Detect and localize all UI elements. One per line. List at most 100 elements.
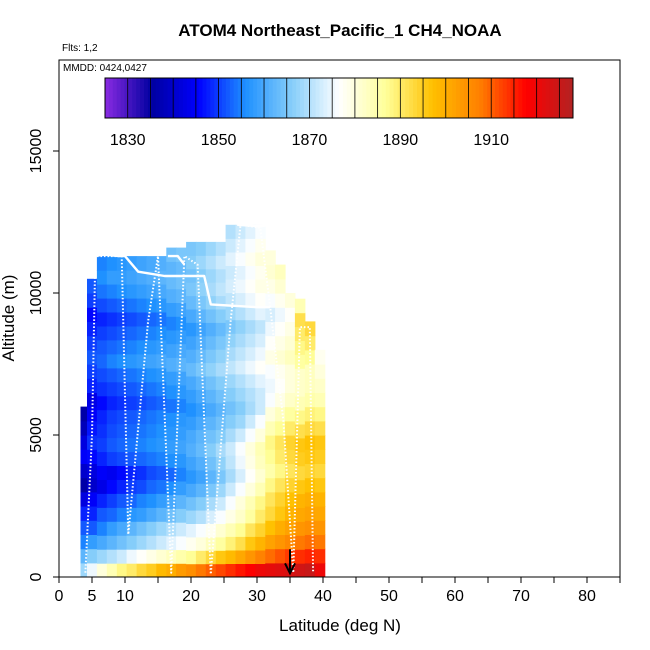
heatmap-cells	[80, 224, 326, 577]
heat-cell	[245, 265, 256, 280]
colorbar-segment	[339, 78, 344, 118]
heat-cell	[116, 493, 128, 508]
colorbar-segment	[124, 78, 129, 118]
heat-cell	[195, 335, 207, 350]
x-tick-label: 5	[88, 588, 97, 605]
heat-cell	[106, 339, 118, 355]
colorbar-segment	[483, 78, 488, 118]
heat-cell	[215, 563, 227, 577]
heat-cell	[176, 453, 187, 468]
heat-cell	[116, 325, 128, 341]
heat-cell	[176, 343, 187, 358]
colorbar-segment	[179, 78, 184, 118]
heat-cell	[126, 339, 138, 355]
colorbar-segment	[120, 78, 125, 118]
heat-cell	[136, 521, 148, 536]
heat-cell	[235, 360, 246, 375]
heat-cell	[106, 325, 118, 341]
heat-cell	[205, 255, 217, 270]
flight-tracks	[84, 223, 315, 576]
heat-cell	[87, 321, 98, 337]
heat-cell	[314, 534, 326, 550]
x-tick-label: 50	[380, 588, 398, 605]
heat-cell	[294, 437, 306, 453]
heat-cell	[294, 451, 306, 467]
heat-cell	[136, 479, 148, 494]
heat-cell	[87, 477, 98, 493]
heat-cell	[225, 292, 237, 307]
heat-cell	[225, 400, 237, 415]
heat-cell	[166, 261, 177, 276]
heat-cell	[205, 456, 217, 471]
heat-cell	[136, 297, 148, 313]
x-tick-label: 20	[182, 588, 200, 605]
colorbar-segment	[424, 78, 430, 118]
heat-cell	[186, 308, 197, 323]
colorbar-segment	[569, 78, 574, 118]
heat-cell	[245, 387, 256, 402]
heat-cell	[205, 362, 217, 377]
heat-cell	[176, 439, 187, 454]
heat-cell	[186, 322, 197, 337]
heat-cell	[186, 563, 197, 577]
colorbar-segment	[350, 78, 356, 118]
heat-cell	[285, 420, 296, 436]
heat-cell	[294, 521, 306, 536]
heat-cell	[136, 549, 148, 564]
heat-cell	[225, 319, 237, 334]
colorbar-segment	[436, 78, 441, 118]
heat-cell	[255, 306, 266, 321]
heat-cell	[156, 563, 167, 577]
heat-cell	[265, 548, 276, 564]
heat-cell	[245, 279, 256, 294]
heat-cell	[146, 409, 157, 425]
heat-cell	[80, 562, 91, 577]
heat-cell	[186, 241, 197, 256]
dates-label: MMDD: 0424,0427	[63, 63, 147, 74]
heat-cell	[294, 549, 306, 564]
colorbar-segment	[522, 78, 527, 118]
heat-cell	[106, 437, 118, 453]
heat-cell	[205, 375, 217, 390]
heat-cell	[116, 563, 128, 577]
heat-cell	[176, 535, 187, 551]
heat-cell	[136, 535, 148, 550]
heat-cell	[205, 429, 217, 444]
colorbar-segment	[276, 78, 281, 118]
heat-cell	[166, 494, 177, 509]
heat-cell	[235, 292, 246, 307]
heat-cell	[285, 534, 296, 550]
heat-cell	[225, 306, 237, 321]
heat-cell	[245, 428, 256, 443]
heat-cell	[215, 362, 227, 377]
heat-cell	[186, 483, 197, 498]
heat-cell	[87, 463, 98, 479]
heat-cell	[235, 265, 246, 280]
heat-cell	[186, 510, 197, 524]
heat-cell	[255, 251, 266, 266]
heat-cell	[186, 429, 197, 444]
colorbar-segment	[311, 78, 317, 118]
colorbar-segment	[116, 78, 122, 118]
heat-cell	[245, 441, 256, 456]
heat-cell	[265, 463, 276, 479]
heat-cell	[195, 375, 207, 390]
heat-cell	[215, 483, 227, 498]
heat-cell	[235, 441, 246, 456]
heat-cell	[205, 483, 217, 498]
colorbar-segment	[417, 78, 422, 118]
heat-cell	[106, 395, 118, 411]
heat-cell	[156, 297, 167, 313]
heat-cell	[176, 494, 187, 509]
heat-cell	[195, 536, 207, 551]
colorbar-segment	[565, 78, 570, 118]
heat-cell	[255, 468, 266, 483]
heat-cell	[304, 562, 316, 577]
heat-cell	[245, 482, 256, 497]
heat-cell	[176, 371, 187, 386]
heat-cell	[195, 523, 207, 538]
heat-cell	[146, 311, 157, 327]
heat-cell	[116, 367, 128, 383]
heat-cell	[146, 507, 157, 522]
colorbar-segment	[261, 78, 266, 118]
